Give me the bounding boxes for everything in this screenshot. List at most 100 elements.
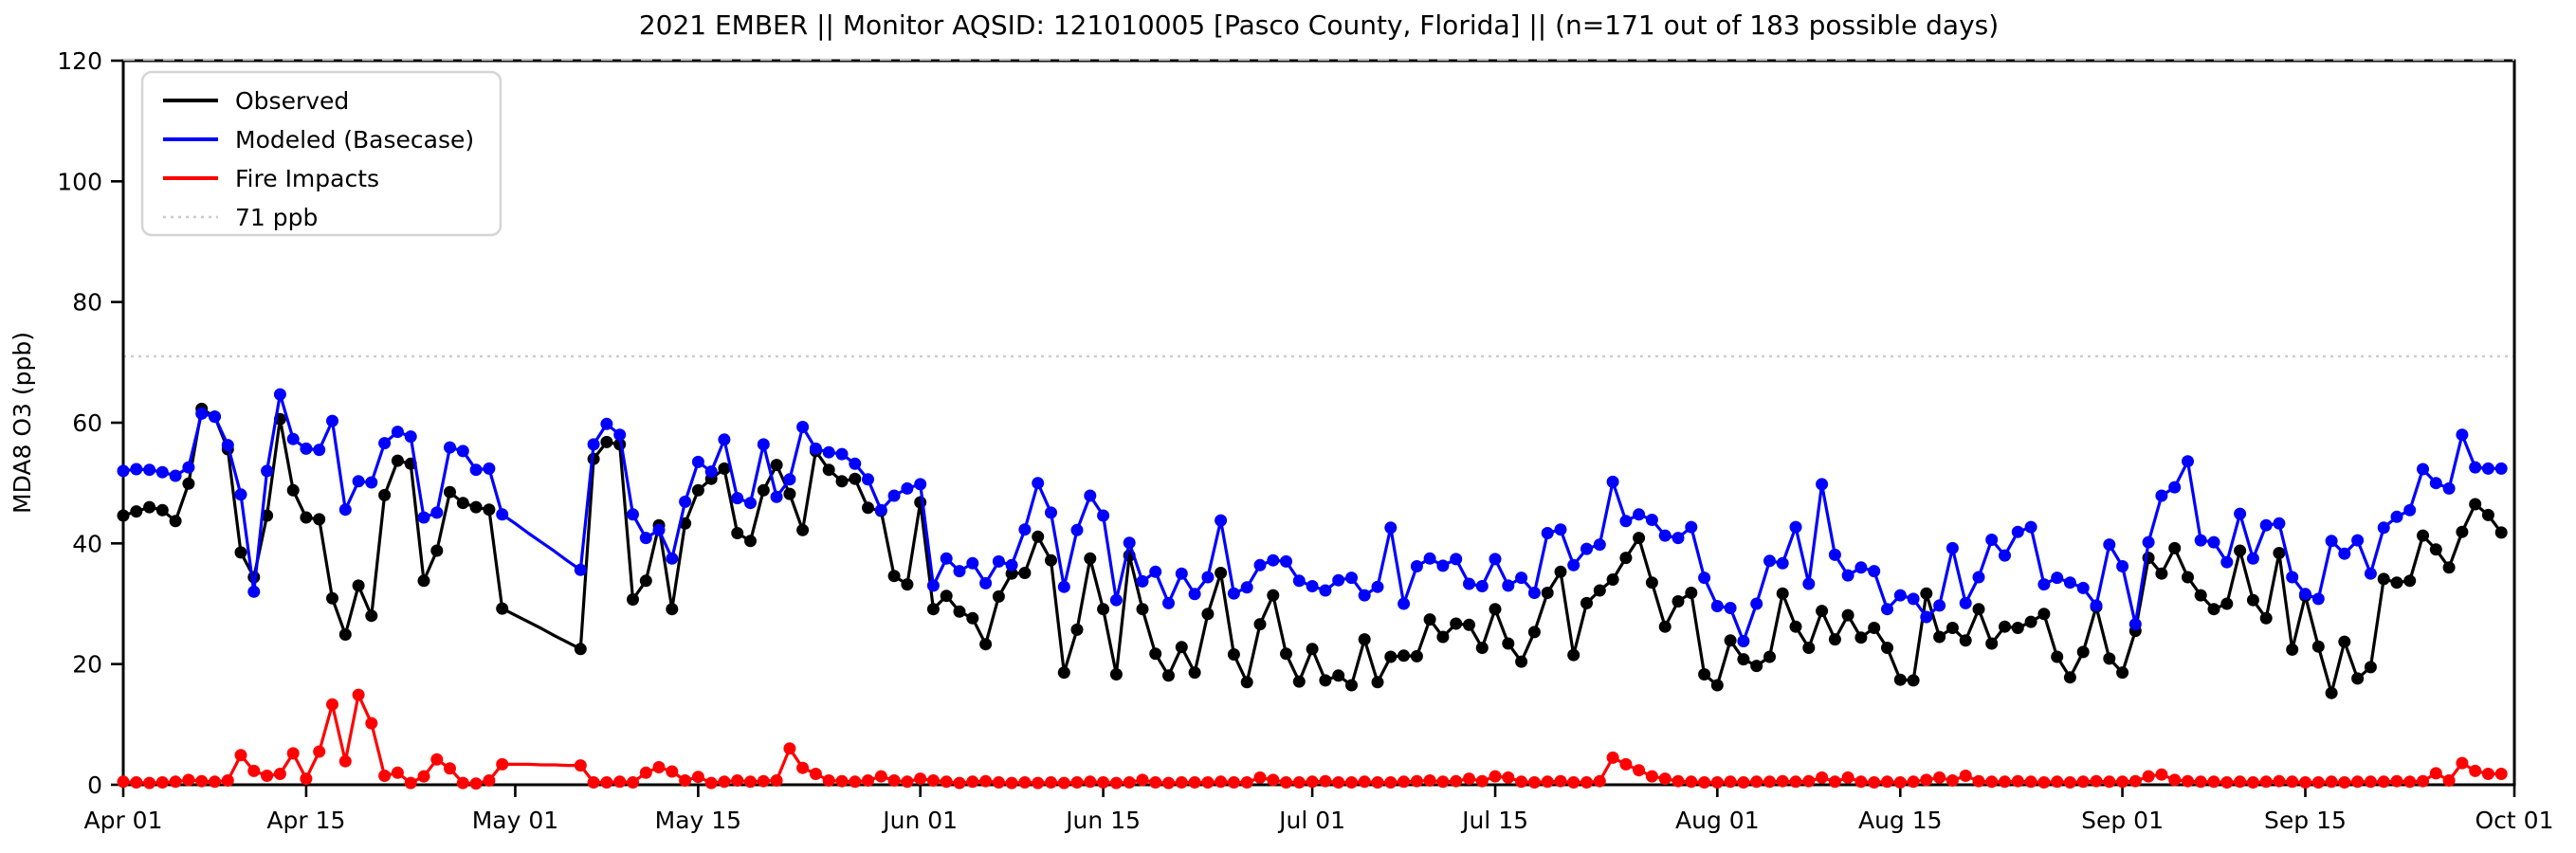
data-point-modeled-basecase bbox=[1685, 520, 1698, 534]
data-point-observed bbox=[849, 472, 862, 485]
legend-label: Observed bbox=[235, 87, 349, 115]
data-point-observed bbox=[1658, 620, 1672, 633]
data-point-observed bbox=[1201, 608, 1215, 621]
data-point-modeled-basecase bbox=[247, 585, 261, 598]
data-point-fire-impacts bbox=[117, 775, 130, 789]
data-point-fire-impacts bbox=[2364, 775, 2377, 789]
data-point-observed bbox=[744, 535, 757, 548]
data-point-fire-impacts bbox=[1175, 776, 1188, 789]
data-point-observed bbox=[731, 527, 744, 539]
data-point-observed bbox=[1057, 666, 1070, 680]
data-point-fire-impacts bbox=[1776, 774, 1789, 788]
data-point-modeled-basecase bbox=[574, 563, 587, 576]
data-point-fire-impacts bbox=[404, 776, 417, 789]
data-point-fire-impacts bbox=[313, 745, 326, 758]
data-point-modeled-basecase bbox=[2469, 461, 2482, 474]
data-point-observed bbox=[1149, 647, 1162, 661]
data-point-fire-impacts bbox=[796, 761, 810, 774]
data-point-modeled-basecase bbox=[1136, 574, 1149, 588]
data-point-modeled-basecase bbox=[1828, 548, 1841, 561]
data-point-modeled-basecase bbox=[901, 481, 914, 495]
data-point-modeled-basecase bbox=[496, 508, 509, 521]
data-point-fire-impacts bbox=[992, 776, 1005, 789]
data-point-fire-impacts bbox=[2234, 775, 2247, 789]
data-point-observed bbox=[966, 611, 979, 625]
y-axis-label: MDA8 O3 (ppb) bbox=[9, 332, 36, 514]
data-point-fire-impacts bbox=[1267, 773, 1280, 787]
data-point-observed bbox=[2194, 589, 2207, 602]
data-point-modeled-basecase bbox=[1841, 569, 1854, 582]
data-point-fire-impacts bbox=[1410, 774, 1423, 788]
data-point-modeled-basecase bbox=[117, 464, 130, 478]
data-point-fire-impacts bbox=[2481, 768, 2494, 780]
data-point-modeled-basecase bbox=[169, 469, 182, 482]
data-point-fire-impacts bbox=[1384, 776, 1398, 789]
data-point-observed bbox=[796, 523, 810, 536]
data-point-modeled-basecase bbox=[2299, 588, 2311, 601]
data-point-fire-impacts bbox=[1371, 776, 1384, 789]
data-point-observed bbox=[1593, 584, 1606, 597]
data-point-modeled-basecase bbox=[1645, 514, 1658, 526]
data-point-fire-impacts bbox=[1188, 776, 1201, 789]
data-point-observed bbox=[1672, 595, 1685, 608]
data-point-fire-impacts bbox=[2076, 775, 2090, 789]
data-point-observed bbox=[1240, 676, 1253, 689]
data-point-observed bbox=[1515, 655, 1528, 668]
data-point-modeled-basecase bbox=[1450, 553, 1463, 566]
data-point-modeled-basecase bbox=[1750, 597, 1763, 610]
data-point-observed bbox=[1280, 647, 1292, 661]
y-tick-label: 80 bbox=[72, 289, 102, 317]
data-point-fire-impacts bbox=[1658, 772, 1672, 786]
data-point-observed bbox=[1136, 603, 1149, 616]
data-point-modeled-basecase bbox=[666, 552, 679, 565]
data-point-modeled-basecase bbox=[796, 421, 810, 433]
data-point-observed bbox=[822, 463, 835, 477]
y-tick-label: 100 bbox=[57, 168, 102, 195]
data-point-fire-impacts bbox=[1672, 774, 1685, 788]
data-point-fire-impacts bbox=[1280, 776, 1292, 789]
data-point-fire-impacts bbox=[2494, 768, 2508, 780]
data-point-fire-impacts bbox=[1802, 774, 1816, 788]
plot-area: 0 20 40 60 80 100 120 Apr 01 Apr 15 May 01 May 15 J… bbox=[57, 47, 2553, 834]
data-point-modeled-basecase bbox=[2273, 517, 2286, 530]
data-point-modeled-basecase bbox=[2024, 520, 2037, 534]
data-point-fire-impacts bbox=[574, 759, 587, 772]
data-point-observed bbox=[718, 462, 731, 475]
data-point-modeled-basecase bbox=[1959, 596, 1972, 609]
data-point-observed bbox=[313, 513, 326, 526]
data-point-modeled-basecase bbox=[979, 576, 993, 590]
data-point-modeled-basecase bbox=[1084, 489, 1097, 502]
data-point-modeled-basecase bbox=[966, 556, 979, 570]
data-point-modeled-basecase bbox=[2494, 462, 2508, 475]
data-point-modeled-basecase bbox=[456, 445, 469, 458]
data-point-fire-impacts bbox=[2390, 774, 2403, 788]
data-point-modeled-basecase bbox=[2259, 518, 2273, 532]
data-point-fire-impacts bbox=[1215, 775, 1228, 789]
data-point-modeled-basecase bbox=[130, 463, 143, 476]
data-point-modeled-basecase bbox=[874, 503, 887, 517]
data-point-modeled-basecase bbox=[926, 579, 940, 592]
data-point-fire-impacts bbox=[1737, 776, 1750, 789]
data-point-observed bbox=[1698, 668, 1711, 681]
data-point-observed bbox=[1750, 660, 1763, 673]
data-point-observed bbox=[182, 477, 195, 490]
data-point-observed bbox=[1999, 620, 2011, 633]
data-point-modeled-basecase bbox=[679, 495, 692, 508]
data-point-modeled-basecase bbox=[2155, 489, 2168, 502]
data-point-fire-impacts bbox=[1946, 774, 1959, 787]
data-point-observed bbox=[979, 638, 993, 651]
data-point-observed bbox=[1645, 576, 1658, 590]
data-point-fire-impacts bbox=[1750, 775, 1763, 789]
data-point-modeled-basecase bbox=[1410, 560, 1423, 572]
data-point-modeled-basecase bbox=[2403, 503, 2417, 517]
data-point-modeled-basecase bbox=[1436, 559, 1450, 572]
data-point-modeled-basecase bbox=[1398, 597, 1411, 610]
data-point-modeled-basecase bbox=[718, 433, 731, 446]
data-point-fire-impacts bbox=[2103, 775, 2116, 789]
data-point-observed bbox=[1606, 573, 1619, 586]
data-point-observed bbox=[1253, 618, 1267, 631]
data-point-observed bbox=[940, 590, 953, 603]
data-point-observed bbox=[2429, 543, 2442, 556]
y-tick-label: 60 bbox=[72, 409, 102, 437]
